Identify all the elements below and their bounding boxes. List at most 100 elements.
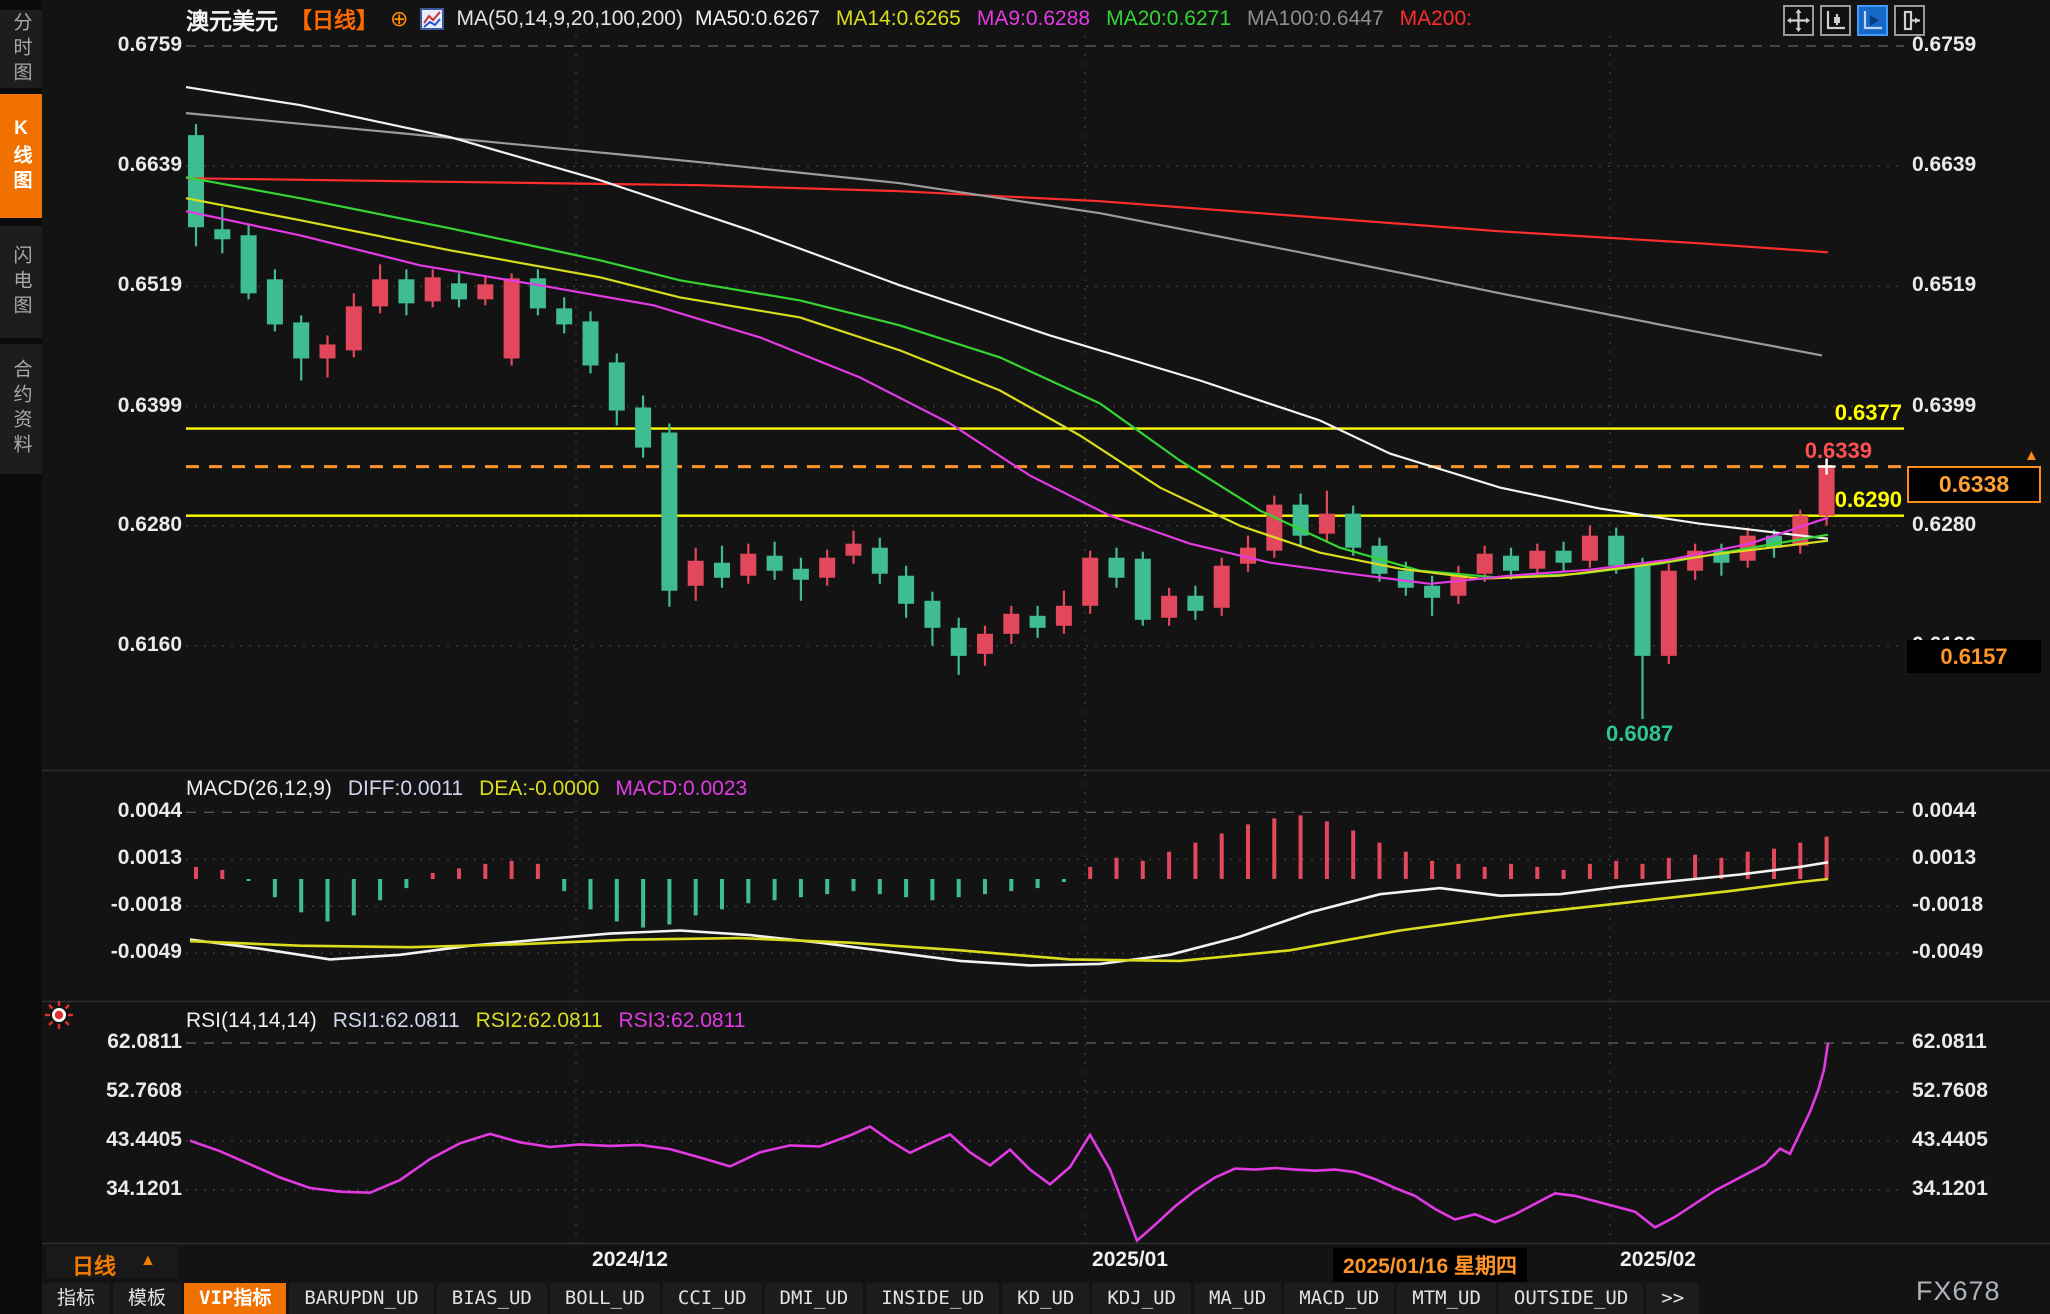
tab-cci_ud[interactable]: CCI_UD — [662, 1283, 762, 1314]
sidebar-item-4[interactable]: 合约资料 — [0, 344, 42, 474]
tab-bias_ud[interactable]: BIAS_UD — [436, 1283, 547, 1314]
tab-outside_ud[interactable]: OUTSIDE_UD — [1498, 1283, 1644, 1314]
period-tag[interactable]: 【日线】 — [290, 8, 379, 33]
ma-value-1: MA14:0.6265 — [835, 7, 961, 30]
rsi-title: RSI(14,14,14) — [186, 1009, 317, 1032]
candle-body — [1397, 570, 1414, 588]
ma9-line — [185, 210, 1829, 585]
indicator-tabbar: 指标 模板 VIP指标 BARUPDN_UD BIAS_UD BOLL_UD CCI_UD D… — [42, 1283, 1700, 1314]
ma-indicator-icon[interactable] — [420, 7, 445, 31]
resistance-level-label: 0.6377 — [1834, 400, 1902, 425]
candle-body — [451, 283, 467, 300]
macd-bar — [1193, 842, 1198, 879]
candle-body — [1608, 535, 1625, 566]
tab-dmi_ud[interactable]: DMI_UD — [764, 1283, 864, 1314]
session-low-value: 0.6157 — [1940, 643, 2008, 669]
macd-bar — [220, 869, 225, 879]
axis-play-icon[interactable] — [1857, 5, 1888, 36]
macd-bar — [1666, 857, 1671, 879]
macd-bar — [351, 879, 356, 916]
candle-body — [608, 362, 625, 411]
price-tick-right: 0.6759 — [1912, 33, 1977, 56]
macd-bar — [1798, 842, 1803, 879]
rsi2-label: RSI2:62.0811 — [475, 1009, 603, 1032]
candle-body — [1581, 535, 1598, 561]
sidebar-item-2[interactable]: K线图 — [0, 94, 42, 218]
rsi-tick-left: 62.0811 — [107, 1030, 182, 1053]
tab-ma_ud[interactable]: MA_UD — [1193, 1283, 1282, 1314]
price-tick-left: 0.6399 — [117, 393, 182, 417]
candle-body — [1450, 573, 1467, 596]
ma-value-2: MA9:0.6288 — [976, 7, 1091, 30]
macd-tick-right: -0.0049 — [1912, 940, 1984, 964]
macd-legend: MACD(26,12,9) DIFF:0.0011 DEA:-0.0000 MA… — [186, 777, 747, 801]
header: 澳元美元 【日线】 ⊕ MA(50,14,9,20,100,200) MA50:… — [186, 5, 1472, 34]
pan-crosshair-icon[interactable] — [1783, 5, 1814, 36]
tab-kdj_ud[interactable]: KDJ_UD — [1092, 1283, 1191, 1314]
tab-vip指标[interactable]: VIP指标 — [184, 1283, 287, 1314]
tab-boll_ud[interactable]: BOLL_UD — [549, 1283, 660, 1314]
rsi-legend: RSI(14,14,14) RSI1:62.0811 RSI2:62.0811 … — [186, 1009, 745, 1033]
macd-bar — [1403, 851, 1408, 879]
macd-bar — [299, 879, 304, 913]
sidebar-item-1[interactable]: 分时图 — [0, 10, 42, 88]
macd-bar — [378, 879, 383, 901]
alert-blinker-icon[interactable] — [44, 1000, 74, 1035]
candle-body — [635, 407, 652, 448]
macd-bar — [404, 879, 409, 889]
ma-values: MA50:0.6267 MA14:0.6265 MA9:0.6288 MA20:0.6… — [695, 7, 1472, 31]
axis-fit-icon[interactable] — [1820, 5, 1851, 36]
rsi-tick-left: 34.1201 — [106, 1176, 182, 1200]
candle-body — [1424, 585, 1441, 598]
tab-指标[interactable]: 指标 — [42, 1283, 111, 1314]
tab->>[interactable]: >> — [1646, 1283, 1700, 1314]
brand-watermark: FX678 — [1916, 1276, 2001, 1306]
macd-bar — [246, 879, 251, 881]
macd-bar — [1114, 857, 1119, 879]
macd-bar — [1509, 863, 1513, 879]
tab-barupdn_ud[interactable]: BARUPDN_UD — [289, 1283, 434, 1314]
macd-bar — [1035, 879, 1040, 889]
rsi-tick-right: 52.7608 — [1912, 1078, 1988, 1102]
macd-bar — [641, 879, 646, 928]
price-up-arrow-icon: ▲ — [2024, 447, 2039, 464]
tab-模板[interactable]: 模板 — [113, 1283, 182, 1314]
price-tick-right: 0.6519 — [1912, 273, 1977, 297]
goto-last-bar-icon[interactable] — [1894, 5, 1925, 36]
tab-mtm_ud[interactable]: MTM_UD — [1397, 1283, 1496, 1314]
macd-dea-label: DEA:-0.0000 — [479, 777, 600, 800]
macd-bar — [272, 879, 277, 898]
macd-bar — [904, 879, 909, 898]
sidebar-item-3[interactable]: 闪电图 — [0, 226, 42, 338]
candle-body — [266, 279, 283, 325]
candle-body — [1345, 513, 1362, 548]
period-arrow-icon[interactable]: ▲ — [140, 1252, 156, 1269]
macd-bar — [457, 868, 461, 879]
rsi-tick-right: 62.0811 — [1912, 1030, 1987, 1053]
candle-body — [661, 432, 678, 591]
ma14-line — [185, 197, 1829, 580]
macd-tick-right: 0.0044 — [1912, 799, 1977, 823]
candle-body — [529, 278, 546, 309]
tab-macd_ud[interactable]: MACD_UD — [1284, 1283, 1395, 1314]
candle-body — [1029, 615, 1046, 628]
rsi-tick-left: 52.7608 — [106, 1078, 182, 1102]
ma-group-label: MA(50,14,9,20,100,200) — [456, 7, 683, 30]
macd-bar — [194, 866, 198, 879]
macd-bar — [1456, 863, 1461, 879]
tab-kd_ud[interactable]: KD_UD — [1002, 1283, 1090, 1314]
macd-bar — [1561, 869, 1566, 879]
tab-inside_ud[interactable]: INSIDE_UD — [866, 1283, 1000, 1314]
macd-bar — [1587, 863, 1592, 879]
candle-body — [477, 284, 494, 300]
macd-dea-line — [189, 877, 1829, 963]
macd-bar — [956, 879, 961, 898]
macd-bar — [1351, 830, 1356, 879]
price-tick-left: 0.6280 — [117, 512, 182, 536]
period-selector[interactable]: 日线 — [72, 1254, 117, 1279]
crosshair-target-icon[interactable]: ⊕ — [390, 6, 409, 31]
rsi1-label: RSI1:62.0811 — [332, 1009, 460, 1032]
macd-macd-label: MACD:0.0023 — [615, 777, 748, 800]
macd-bar — [614, 879, 619, 922]
